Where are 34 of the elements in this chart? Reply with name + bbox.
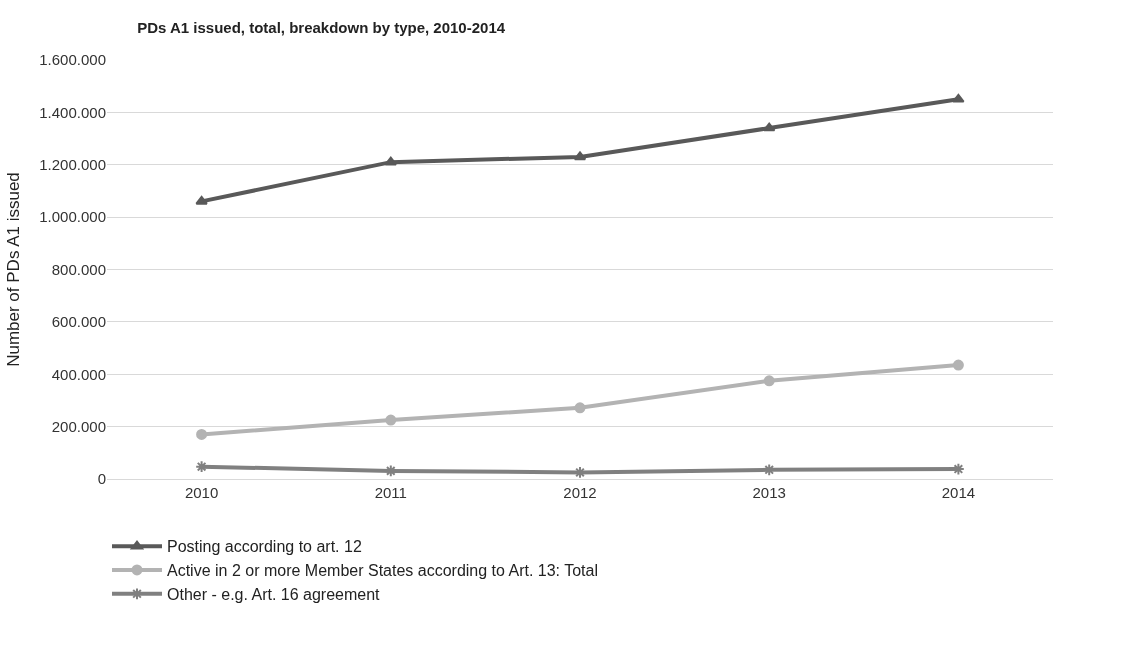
point (384, 156, 397, 166)
point (573, 466, 587, 479)
point (763, 122, 776, 132)
point (574, 402, 586, 414)
point (762, 463, 776, 477)
y-tick-label: 600.000 (51, 313, 106, 331)
chart-title: PDs A1 issued, total, breakdown by type, 2010-2014 (137, 19, 506, 37)
legend-label: Other - e.g. Art. 16 agreement (167, 586, 381, 604)
point (385, 414, 397, 426)
y-tick-label: 1.600.000 (39, 51, 106, 69)
y-tick-label: 200.000 (51, 417, 106, 435)
point (384, 464, 398, 478)
point (763, 375, 775, 387)
point (195, 460, 208, 474)
y-tick-label: 1.200.000 (39, 156, 106, 173)
point (952, 93, 965, 103)
point (196, 428, 208, 440)
point (952, 462, 965, 476)
x-tick-label: 2013 (752, 484, 786, 501)
y-tick-label: 1.400.000 (39, 103, 106, 121)
x-tick-label: 2011 (374, 484, 407, 501)
y-tick-label: 800.000 (51, 260, 106, 278)
x-tick-label: 2012 (563, 484, 597, 501)
legend-label: Posting according to art. 12 (167, 538, 362, 556)
y-tick-label: 400.000 (51, 365, 106, 383)
x-tick-label: 2014 (941, 484, 976, 501)
point (573, 151, 587, 161)
y-tick-label: 1.000.000 (39, 208, 106, 226)
point (195, 195, 208, 205)
legend-label: Active in 2 or more Member States according to Art. 13: Total (167, 562, 599, 580)
x-tick-label: 2010 (184, 484, 219, 501)
y-axis-title: Number of PDs A1 issued (3, 172, 23, 367)
y-tick-label: 0 (97, 470, 106, 488)
point (952, 359, 964, 371)
